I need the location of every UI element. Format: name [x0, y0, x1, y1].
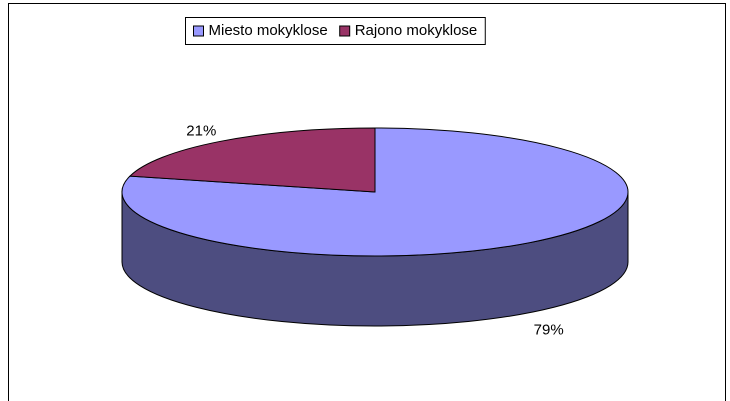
data-label: 79%: [534, 322, 564, 339]
legend: [185, 17, 486, 45]
chart-frame: [8, 3, 726, 401]
legend-swatch: [193, 25, 204, 37]
data-label: 21%: [186, 122, 216, 139]
legend-swatch: [339, 25, 351, 37]
pie-slice: [128, 127, 376, 193]
legend-label: Miesto mokyklose: [209, 22, 328, 39]
legend-label: Rajono mokyklose: [355, 22, 478, 39]
